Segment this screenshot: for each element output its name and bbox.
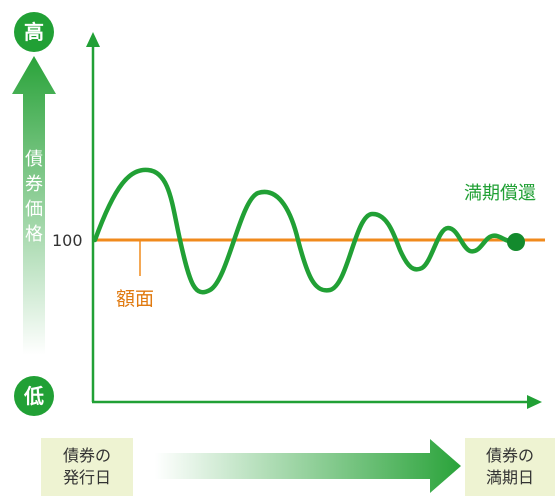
issue-date-line-1: 債券の	[62, 446, 111, 465]
maturity-date-line-2: 満期日	[485, 468, 534, 487]
y-axis-title-char-2: 券	[25, 174, 43, 195]
low-marker-circle	[14, 376, 54, 416]
maturity-date-line-1: 債券の	[485, 446, 534, 465]
issue-date-line-2: 発行日	[62, 468, 111, 487]
ref-value-100: 100	[52, 231, 83, 250]
maturity-redemption-dot	[507, 233, 525, 251]
y-axis-title-char-3: 価	[25, 199, 43, 220]
face-value-label: 額面	[116, 288, 154, 310]
price-gradient-arrow	[12, 56, 56, 355]
maturity-redemption-label: 満期償還	[464, 183, 536, 204]
x-axis-arrowhead	[527, 395, 542, 409]
issue-date-box: 債券の 発行日	[41, 438, 133, 496]
bond-price-curve	[92, 167, 518, 295]
y-axis-title-char-1: 債	[25, 149, 43, 170]
y-axis-arrowhead	[86, 32, 100, 47]
maturity-date-box: 債券の 満期日	[465, 438, 555, 496]
y-axis-title-char-4: 格	[25, 224, 43, 245]
low-label: 低	[23, 384, 44, 408]
timeline-gradient-arrow	[155, 439, 461, 493]
high-marker-circle	[14, 12, 54, 52]
high-label: 高	[24, 20, 44, 44]
